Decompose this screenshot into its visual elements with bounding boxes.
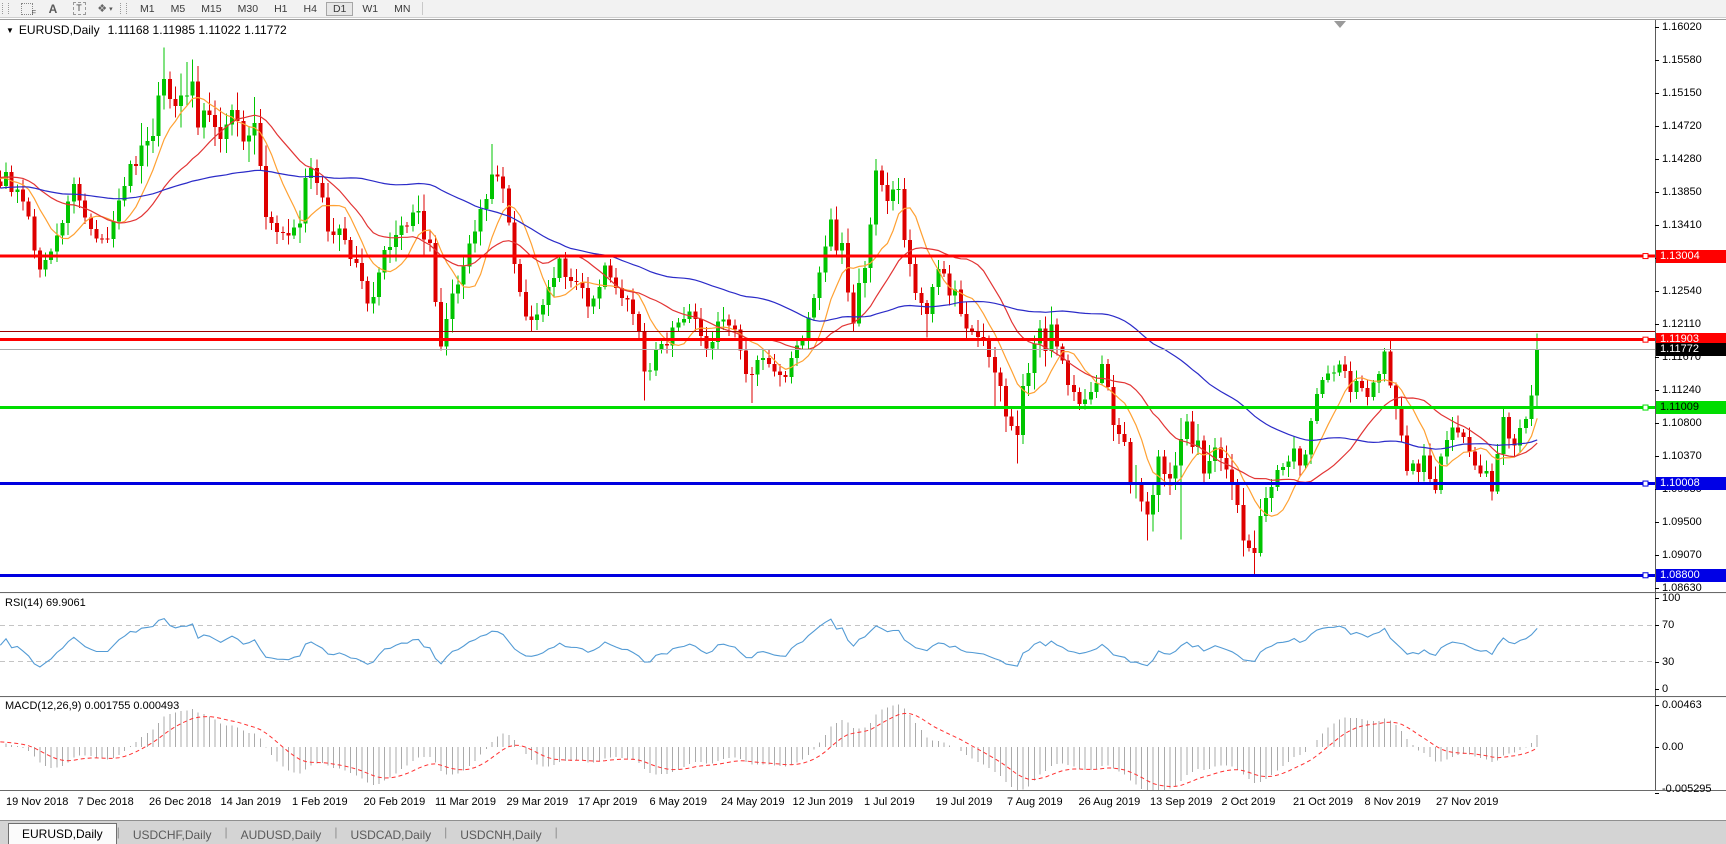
date-label: 26 Dec 2018 xyxy=(149,796,212,808)
symbol-tab-usdchf[interactable]: USDCHF,Daily xyxy=(132,828,212,842)
date-label: 7 Aug 2019 xyxy=(1007,796,1063,808)
date-label: 14 Jan 2019 xyxy=(220,796,282,808)
timeframe-buttons: M1 M5 M15 M30 H1 H4 D1 W1 MN xyxy=(132,1,418,16)
level-price-label: 1.13004 xyxy=(1656,249,1726,263)
symbol-tab-eurusd[interactable]: EURUSD,Daily xyxy=(8,823,117,844)
diamond-icon: ❖ xyxy=(97,3,108,15)
tab-separator: | xyxy=(554,825,558,839)
price-tick-label: 1.10800 xyxy=(1662,417,1702,430)
date-label: 8 Nov 2019 xyxy=(1364,796,1421,808)
price-tick-label: 1.15150 xyxy=(1662,87,1702,100)
timeframe-button-w1[interactable]: W1 xyxy=(362,2,379,15)
tab-separator: | xyxy=(224,825,228,839)
price-tick-label: 1.11240 xyxy=(1662,384,1701,396)
timeframe-button-mn[interactable]: MN xyxy=(394,2,411,15)
price-tick-label: 1.12110 xyxy=(1662,317,1701,330)
price-tick-label: 1.15580 xyxy=(1662,54,1702,67)
level-price-label: 1.10008 xyxy=(1656,477,1726,491)
candlestick-chart[interactable] xyxy=(0,0,1726,820)
chart-title: ▼ EURUSD,Daily 1.11168 1.11985 1.11022 1.1… xyxy=(6,23,287,37)
date-label: 24 May 2019 xyxy=(721,796,785,808)
price-tick-label: 1.13410 xyxy=(1662,219,1702,232)
date-label: 11 Mar 2019 xyxy=(435,796,496,808)
text-label-icon[interactable]: A xyxy=(44,1,62,16)
date-label: 20 Feb 2019 xyxy=(363,796,426,808)
timeframe-button-m30[interactable]: M30 xyxy=(237,2,259,15)
date-label: 27 Nov 2019 xyxy=(1436,796,1499,808)
price-tick-label: 1.09500 xyxy=(1662,516,1702,529)
price-tick-label: 1.10370 xyxy=(1662,450,1702,463)
chart-dropdown-icon[interactable]: ▼ xyxy=(6,26,14,35)
price-tick-label: 1.13850 xyxy=(1662,185,1702,198)
level-price-label: 1.11903 xyxy=(1656,333,1726,347)
macd-tick-label: 0.00 xyxy=(1662,741,1684,753)
bid-price-label: 1.11772 xyxy=(1656,343,1726,357)
timeframe-toolbar: F A T ❖ ▾ M1 M5 M15 M30 H1 H4 D1 W1 MN xyxy=(0,0,1726,18)
price-tick-label: 1.08630 xyxy=(1662,582,1702,595)
date-label: 13 Sep 2019 xyxy=(1150,796,1213,808)
rsi-label: RSI(14) 69.9061 xyxy=(5,597,86,609)
chevron-down-icon[interactable]: ▾ xyxy=(109,5,113,13)
price-tick-label: 1.16020 xyxy=(1662,21,1702,34)
cursor-tool-icon[interactable]: ❖ ▾ xyxy=(96,2,114,15)
date-label: 19 Nov 2018 xyxy=(6,796,69,808)
date-label: 1 Feb 2019 xyxy=(292,796,348,808)
date-label: 26 Aug 2019 xyxy=(1078,796,1141,808)
timeframe-button-h4[interactable]: H4 xyxy=(303,2,317,15)
chart-ohlc-values: 1.11168 1.11985 1.11022 1.11772 xyxy=(107,23,287,37)
grid-f-letter: F xyxy=(31,10,36,17)
level-price-label: 1.11009 xyxy=(1656,401,1726,415)
letter-a-icon: A xyxy=(48,1,58,16)
toolbar-grip[interactable] xyxy=(2,3,9,14)
date-label: 2 Oct 2019 xyxy=(1221,796,1276,808)
price-tick-label: 1.14720 xyxy=(1662,119,1702,132)
level-price-label: 1.08800 xyxy=(1656,568,1726,582)
date-label: 7 Dec 2018 xyxy=(77,796,134,808)
symbol-tab-usdcad[interactable]: USDCAD,Daily xyxy=(350,828,432,842)
grid-icon xyxy=(21,2,33,15)
date-label: 12 Jun 2019 xyxy=(792,796,854,808)
grid-f-icon[interactable]: F xyxy=(18,2,36,17)
date-label: 17 Apr 2019 xyxy=(578,796,638,808)
timeframe-button-m1[interactable]: M1 xyxy=(140,2,155,15)
macd-tick-label: 0.00463 xyxy=(1662,699,1702,711)
chart-shift-marker-icon[interactable] xyxy=(1334,21,1346,28)
date-label: 29 Mar 2019 xyxy=(506,796,569,808)
toolbar-grip[interactable] xyxy=(120,3,127,14)
symbol-tab-audusd[interactable]: AUDUSD,Daily xyxy=(240,828,322,842)
letter-t-icon: T xyxy=(72,2,86,15)
timeframe-button-d1[interactable]: D1 xyxy=(325,1,354,16)
price-tick-label: 1.12540 xyxy=(1662,285,1702,298)
rsi-tick-label: 0 xyxy=(1662,683,1669,695)
price-tick-label: 1.14280 xyxy=(1662,153,1702,166)
timeframe-button-m5[interactable]: M5 xyxy=(170,2,186,15)
text-box-icon[interactable]: T xyxy=(70,2,88,15)
date-label: 21 Oct 2019 xyxy=(1293,796,1353,808)
timeframe-button-m15[interactable]: M15 xyxy=(201,2,222,15)
tab-separator: | xyxy=(334,825,338,839)
date-label: 6 May 2019 xyxy=(649,796,707,808)
macd-label: MACD(12,26,9) 0.001755 0.000493 xyxy=(5,700,180,712)
symbol-tab-usdcnh[interactable]: USDCNH,Daily xyxy=(460,828,542,842)
rsi-tick-label: 70 xyxy=(1662,619,1675,632)
timeframe-button-h1[interactable]: H1 xyxy=(274,2,288,15)
symbol-tab-bar: EURUSD,Daily | USDCHF,Daily | AUDUSD,Daily | U… xyxy=(0,820,1726,844)
rsi-tick-label: 100 xyxy=(1662,592,1681,604)
tab-separator: | xyxy=(116,825,120,839)
tab-separator: | xyxy=(444,825,448,839)
date-label: 19 Jul 2019 xyxy=(935,796,993,808)
rsi-tick-label: 30 xyxy=(1662,655,1675,668)
price-tick-label: 1.09070 xyxy=(1662,548,1702,561)
date-label: 1 Jul 2019 xyxy=(864,796,915,808)
chart-symbol-period: EURUSD,Daily xyxy=(18,23,100,37)
toolbar-separator xyxy=(422,2,424,15)
macd-tick-label: -0.005295 xyxy=(1662,783,1712,795)
